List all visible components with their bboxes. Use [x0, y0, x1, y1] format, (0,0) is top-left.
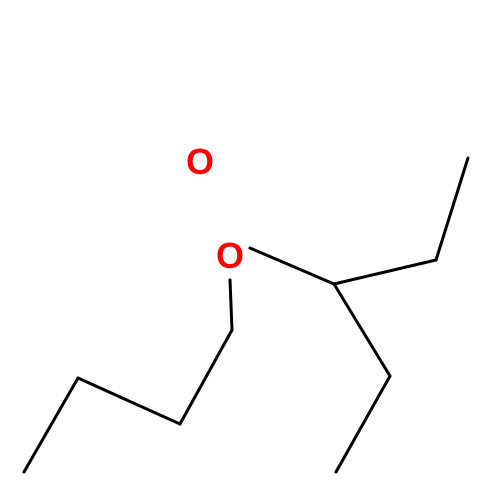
bond: [334, 284, 390, 376]
oxygen-atom-2: O: [216, 238, 244, 274]
bond: [250, 248, 334, 284]
bond: [24, 378, 78, 472]
bond: [436, 158, 468, 260]
oxygen-atom-1: O: [186, 144, 214, 180]
bond: [334, 260, 436, 284]
bond: [336, 376, 390, 472]
bond: [78, 378, 180, 424]
bond: [230, 280, 232, 330]
molecule-canvas: O O: [0, 0, 500, 500]
bond: [180, 330, 232, 424]
bond-layer: [0, 0, 500, 500]
